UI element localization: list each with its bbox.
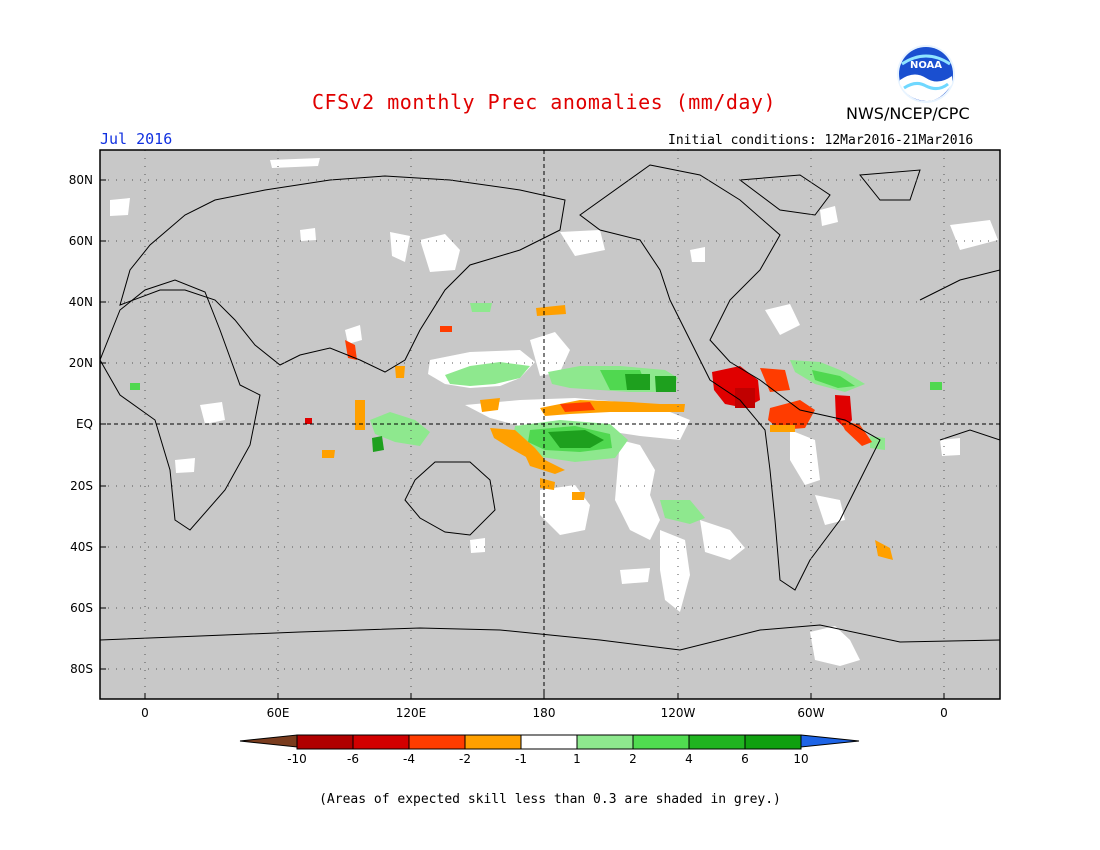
longitude-labels: 0 60E 120E 180 120W 60W 0	[141, 706, 948, 720]
white-anomaly-areas	[110, 158, 998, 666]
lat-label: 60N	[69, 234, 93, 248]
lon-label: 0	[141, 706, 149, 720]
legend-swatch	[296, 734, 354, 750]
lat-label: 80S	[70, 662, 93, 676]
map-title: CFSv2 monthly Prec anomalies (mm/day)	[312, 90, 777, 114]
legend-label: 1	[573, 752, 581, 766]
legend-label: -4	[403, 752, 415, 766]
wet-anomaly-areas	[130, 303, 942, 524]
agency-label: NWS/NCEP/CPC	[846, 104, 970, 123]
legend-label: -1	[515, 752, 527, 766]
lon-label: 120E	[396, 706, 427, 720]
noaa-logo: NOAA	[897, 45, 955, 103]
legend-swatch	[576, 734, 634, 750]
legend-arrow-high	[800, 734, 860, 748]
color-legend	[239, 734, 860, 750]
lon-label: 0	[940, 706, 948, 720]
lat-label: 40S	[70, 540, 93, 554]
legend-swatch	[688, 734, 746, 750]
lon-label: 180	[533, 706, 556, 720]
latitude-labels: 80N 60N 40N 20N EQ 20S 40S 60S 80S	[69, 173, 93, 676]
legend-swatch	[632, 734, 690, 750]
skill-footnote: (Areas of expected skill less than 0.3 a…	[319, 792, 781, 807]
logo-text: NOAA	[910, 60, 942, 71]
lon-label: 120W	[661, 706, 696, 720]
legend-label: 4	[685, 752, 693, 766]
legend-swatch	[744, 734, 802, 750]
legend-label: -2	[459, 752, 471, 766]
initial-conditions: Initial conditions: 12Mar2016-21Mar2016	[668, 133, 974, 148]
dry-anomaly-areas	[305, 305, 893, 560]
lon-label: 60W	[797, 706, 824, 720]
lat-label: 20S	[70, 479, 93, 493]
legend-label: 6	[741, 752, 749, 766]
legend-swatch	[464, 734, 522, 750]
tick-marks	[100, 179, 945, 699]
legend-arrow-low	[239, 734, 298, 748]
lat-label: 40N	[69, 295, 93, 309]
legend-swatch	[520, 734, 578, 750]
legend-label: 10	[793, 752, 808, 766]
forecast-month: Jul 2016	[100, 130, 173, 148]
lat-label: 60S	[70, 601, 93, 615]
lat-label: 20N	[69, 356, 93, 370]
legend-swatch	[352, 734, 410, 750]
lat-label: 80N	[69, 173, 93, 187]
coastlines	[100, 164, 1000, 651]
reference-lines	[100, 150, 1000, 699]
legend-label: -6	[347, 752, 359, 766]
legend-labels: -10 -6 -4 -2 -1 1 2 4 6 10	[287, 752, 808, 766]
legend-label: -10	[287, 752, 307, 766]
legend-label: 2	[629, 752, 637, 766]
lat-label: EQ	[76, 417, 93, 431]
lon-label: 60E	[267, 706, 290, 720]
legend-swatch	[408, 734, 466, 750]
